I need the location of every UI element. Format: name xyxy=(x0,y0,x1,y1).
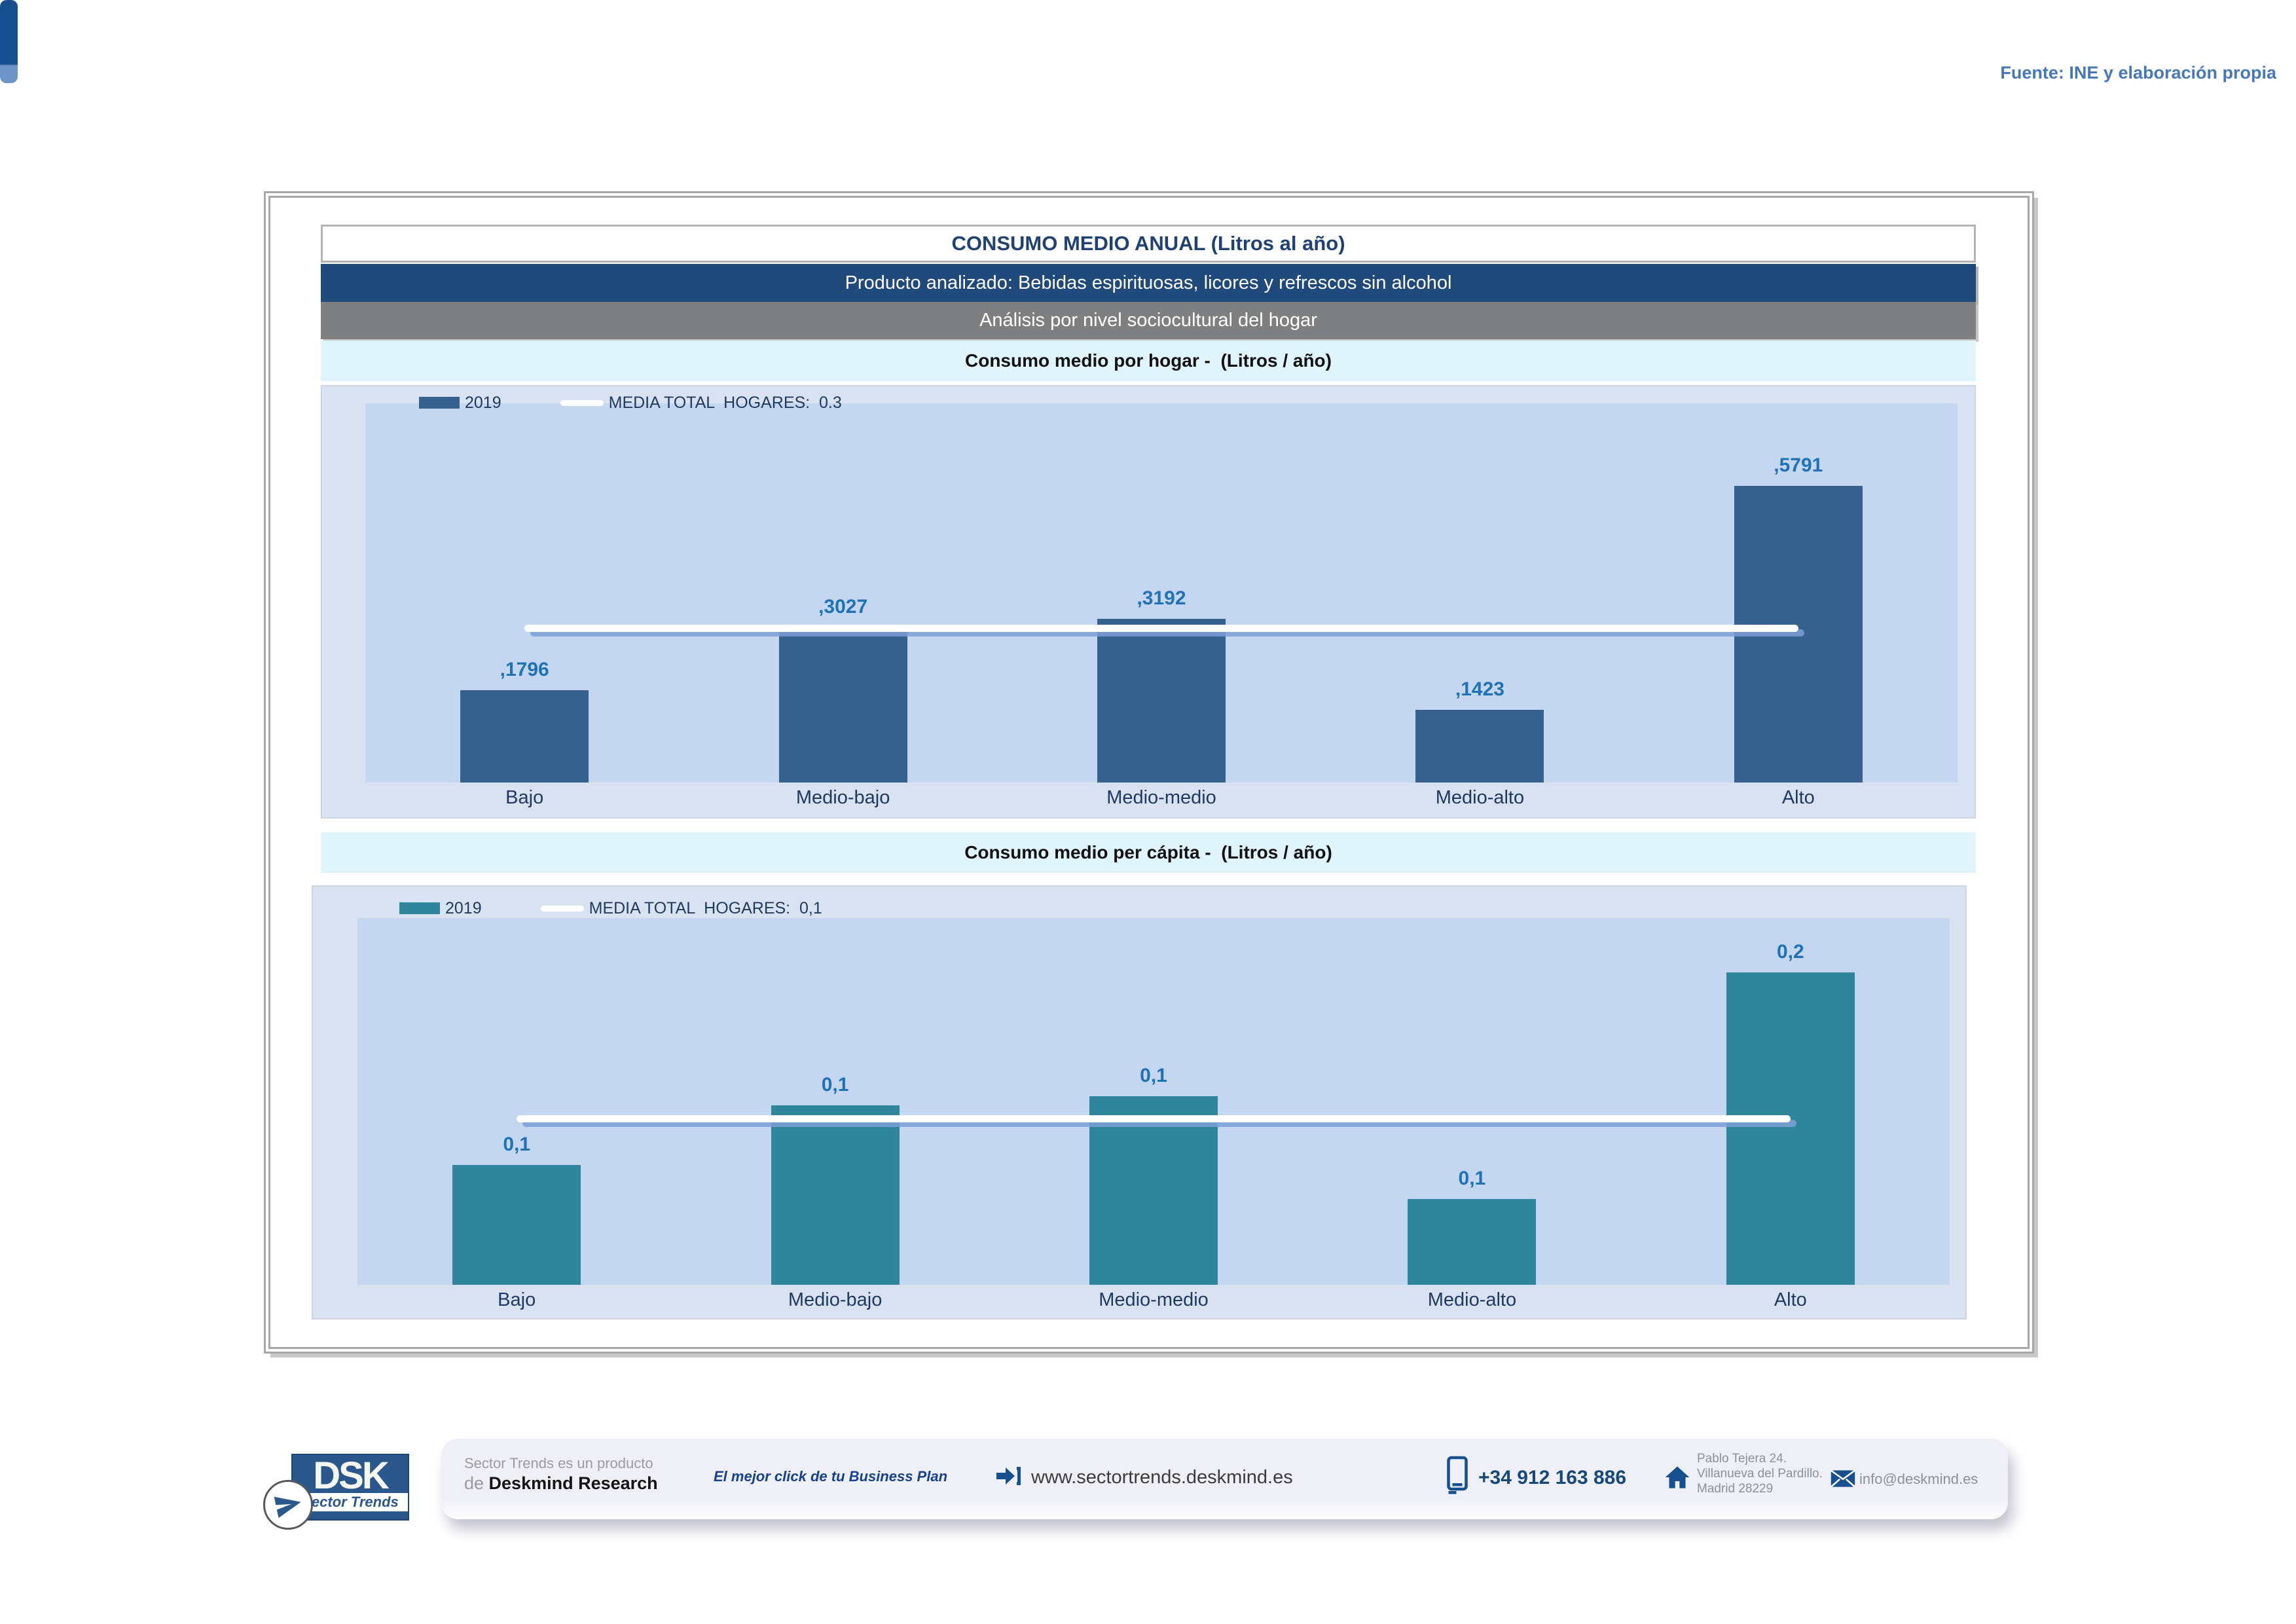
value-label-medio-medio: 0,1 xyxy=(1140,1064,1167,1086)
value-label-medio-bajo: ,3027 xyxy=(818,596,868,618)
address-icon xyxy=(1664,1464,1690,1494)
footer-company: Deskmind Research xyxy=(488,1473,658,1493)
legend-series-label: 2019 xyxy=(445,898,482,917)
product-band-text: Producto analizado: Bebidas espirituosas… xyxy=(845,272,1452,293)
dsk-logo-text: DSK xyxy=(313,1454,389,1497)
bar-alto xyxy=(1726,972,1855,1285)
legend-media-line-swatch xyxy=(560,399,604,406)
chart-hogar-legend: 2019 MEDIA TOTAL HOGARES: 0.3 xyxy=(419,392,842,414)
category-label-medio-alto: Medio-alto xyxy=(1427,1289,1517,1310)
address-line: Madrid 28229 xyxy=(1697,1482,1774,1496)
bar-medio-medio xyxy=(1097,619,1226,783)
bar-medio-medio xyxy=(1089,1096,1218,1285)
footer-bar xyxy=(441,1439,2008,1519)
media-total-line xyxy=(517,1115,1791,1123)
chart-capita-title: Consumo medio per cápita - (Litros / año… xyxy=(964,842,1332,862)
legend-media-line-swatch xyxy=(540,905,584,912)
report-title-text: CONSUMO MEDIO ANUAL (Litros al año) xyxy=(951,232,1345,255)
value-label-alto: 0,2 xyxy=(1776,941,1804,963)
report-title: CONSUMO MEDIO ANUAL (Litros al año) xyxy=(321,225,1976,263)
legend-media-label: MEDIA TOTAL HOGARES: 0,1 xyxy=(589,898,822,917)
category-label-alto: Alto xyxy=(1781,787,1815,808)
bar-bajo xyxy=(460,690,589,783)
value-label-medio-medio: ,3192 xyxy=(1137,587,1186,610)
value-label-alto: ,5791 xyxy=(1774,454,1823,476)
bar-alto xyxy=(1734,485,1863,783)
footer-attribution-line2: de Deskmind Research xyxy=(464,1473,658,1494)
legend-media-label: MEDIA TOTAL HOGARES: 0.3 xyxy=(608,393,842,412)
media-total-line xyxy=(524,625,1798,633)
chart-hogar-plot: ,1796 ,3027 ,3192 ,1423 ,5791 xyxy=(365,403,1958,783)
category-label-medio-alto: Medio-alto xyxy=(1435,787,1525,808)
chart-hogar-title-band: Consumo medio por hogar - (Litros / año) xyxy=(321,341,1976,381)
phone-icon xyxy=(1446,1455,1469,1499)
product-band: Producto analizado: Bebidas espirituosas… xyxy=(321,264,1976,302)
chart-capita-legend: 2019 MEDIA TOTAL HOGARES: 0,1 xyxy=(399,897,822,919)
bar-medio-alto xyxy=(1415,709,1544,783)
legend-series-label: 2019 xyxy=(465,393,501,412)
chart-capita-title-band: Consumo medio per cápita - (Litros / año… xyxy=(321,832,1976,873)
analysis-band-text: Análisis por nivel sociocultural del hog… xyxy=(979,310,1317,331)
chart-hogar: 2019 MEDIA TOTAL HOGARES: 0.3 ,1796 ,3027… xyxy=(321,385,1976,819)
source-note: Fuente: INE y elaboración propia xyxy=(2000,63,2276,83)
bar-bajo xyxy=(452,1164,581,1285)
value-label-bajo: 0,1 xyxy=(503,1133,531,1155)
paper-plane-icon xyxy=(263,1480,313,1530)
footer-slogan: El mejor click de tu Business Plan xyxy=(714,1468,948,1485)
footer-attribution-line1: Sector Trends es un producto xyxy=(464,1455,653,1471)
value-label-medio-bajo: 0,1 xyxy=(821,1073,849,1096)
value-label-bajo: ,1796 xyxy=(500,659,549,681)
legend-series-swatch xyxy=(419,397,460,409)
bar-medio-bajo xyxy=(778,627,907,783)
footer-attribution-prefix: de xyxy=(464,1473,489,1493)
category-label-medio-medio: Medio-medio xyxy=(1099,1289,1209,1310)
legend-series-swatch xyxy=(399,902,440,914)
address-block: Pablo Tejera 24. Villanueva del Pardillo… xyxy=(1697,1451,1823,1496)
website-link[interactable]: www.sectortrends.deskmind.es xyxy=(1031,1467,1293,1488)
category-label-medio-medio: Medio-medio xyxy=(1106,787,1216,808)
chart-hogar-title: Consumo medio por hogar - (Litros / año) xyxy=(965,350,1332,371)
chart-capita-plot: 0,1 0,1 0,1 0,1 0,2 xyxy=(357,918,1950,1285)
chart-hogar-categories: Bajo Medio-bajo Medio-medio Medio-alto Alto xyxy=(365,783,1958,815)
category-label-bajo: Bajo xyxy=(505,787,544,808)
address-line: Villanueva del Pardillo. xyxy=(1697,1467,1823,1481)
chart-capita: 2019 MEDIA TOTAL HOGARES: 0,1 0,1 0,1 0,1 0… xyxy=(312,885,1967,1320)
value-label-medio-alto: ,1423 xyxy=(1455,678,1504,700)
address-line: Pablo Tejera 24. xyxy=(1697,1452,1787,1466)
email-link[interactable]: info@deskmind.es xyxy=(1859,1471,1978,1487)
category-label-bajo: Bajo xyxy=(498,1289,536,1310)
chart-capita-categories: Bajo Medio-bajo Medio-medio Medio-alto Alto xyxy=(357,1285,1950,1318)
bar-medio-bajo xyxy=(771,1105,900,1285)
phone-number: +34 912 163 886 xyxy=(1478,1467,1627,1488)
category-label-alto: Alto xyxy=(1774,1289,1807,1310)
bar-medio-alto xyxy=(1408,1198,1537,1285)
category-label-medio-bajo: Medio-bajo xyxy=(788,1289,883,1310)
value-label-medio-alto: 0,1 xyxy=(1458,1167,1486,1189)
arrow-bracket-icon xyxy=(995,1464,1023,1491)
footer-accent-pill xyxy=(0,0,18,83)
email-icon xyxy=(1831,1469,1855,1491)
analysis-band: Análisis por nivel sociocultural del hog… xyxy=(321,302,1976,339)
category-label-medio-bajo: Medio-bajo xyxy=(795,787,890,808)
